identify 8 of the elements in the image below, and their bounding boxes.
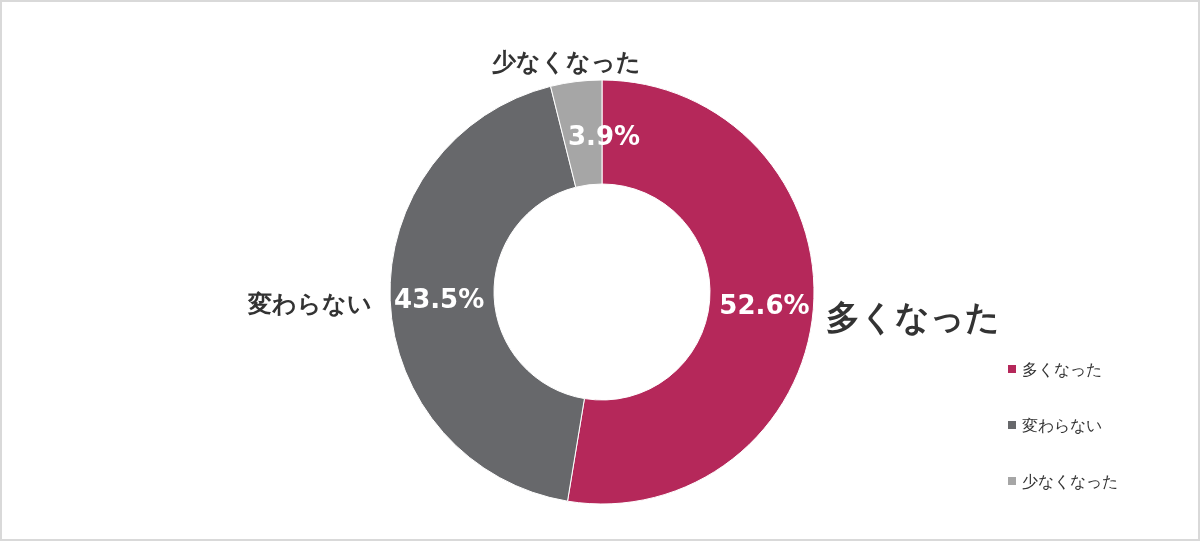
slice-label: 多くなった <box>825 297 1000 338</box>
slice-label: 変わらない <box>247 289 373 318</box>
legend-label: 少なくなった <box>1022 471 1118 491</box>
data-label: 43.5% <box>394 283 485 314</box>
legend-label: 変わらない <box>1022 415 1102 435</box>
data-label: 52.6% <box>719 290 810 321</box>
legend-label: 多くなった <box>1022 359 1102 379</box>
slice-label: 少なくなった <box>491 48 641 76</box>
